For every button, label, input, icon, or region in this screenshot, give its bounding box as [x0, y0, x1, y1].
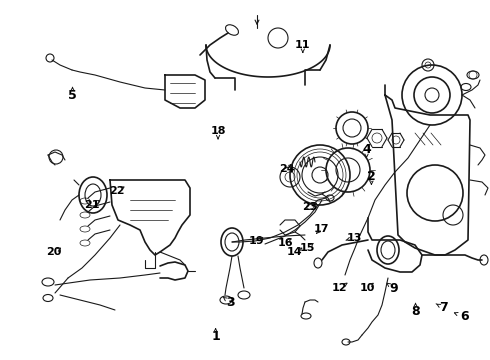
Text: 24: 24: [279, 164, 294, 174]
Text: 20: 20: [46, 247, 62, 257]
Text: 10: 10: [360, 283, 375, 293]
Text: 7: 7: [439, 301, 448, 314]
Text: 1: 1: [211, 330, 220, 343]
Text: 13: 13: [346, 233, 362, 243]
Text: 4: 4: [362, 143, 371, 156]
Text: 22: 22: [109, 186, 124, 196]
Text: 16: 16: [277, 238, 293, 248]
Text: 2: 2: [367, 170, 376, 183]
Text: 11: 11: [295, 40, 311, 50]
Text: 14: 14: [286, 247, 302, 257]
Text: 18: 18: [210, 126, 226, 136]
Text: 17: 17: [313, 224, 329, 234]
Text: 12: 12: [332, 283, 347, 293]
Text: 21: 21: [84, 200, 100, 210]
Text: 6: 6: [460, 310, 469, 323]
Text: 23: 23: [302, 202, 318, 212]
Text: 3: 3: [226, 296, 235, 309]
Text: 8: 8: [411, 305, 420, 318]
Text: 9: 9: [389, 282, 398, 294]
Text: 15: 15: [300, 243, 316, 253]
Text: 5: 5: [68, 89, 77, 102]
Text: 19: 19: [248, 236, 264, 246]
